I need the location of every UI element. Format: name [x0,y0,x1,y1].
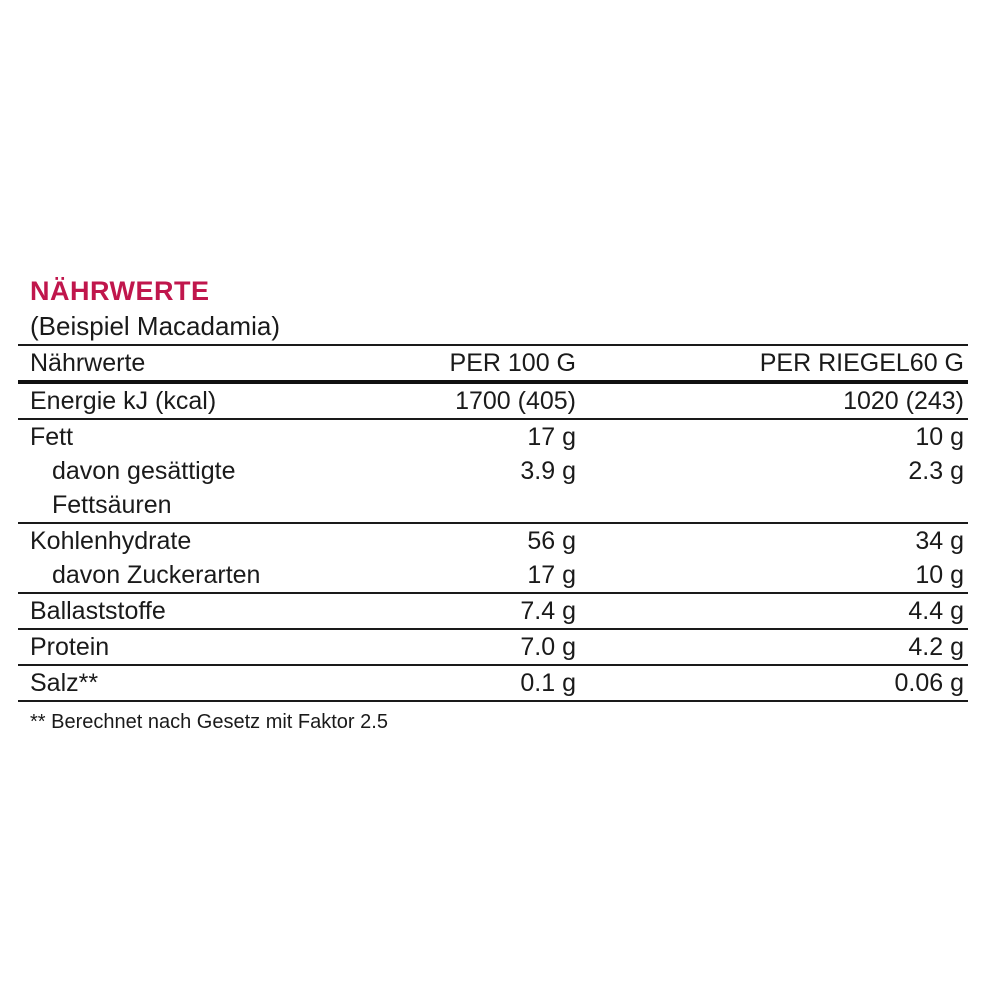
cell-per100: 1700 (405) [418,382,580,420]
cell-label: Protein [18,629,418,666]
cell-riegel: 2.3 g [908,457,964,485]
cell-per100: 3.9 g [520,457,576,485]
table-row: davon gesättigte 3.9 g 2.3 g [18,454,968,488]
cell-riegel: 4.4 g [580,593,968,630]
cell-per100: 0.1 g [418,665,580,702]
table-row: davon Zuckerarten 17 g 10 g [18,558,968,594]
cell-label: Fett [30,423,74,451]
nutrition-facts-section: NÄHRWERTE (Beispiel Macadamia) Nährwerte… [18,277,968,734]
table-row: Protein 7.0 g 4.2 g [18,629,968,666]
column-header-per-riegel: PER RIEGEL60 G [580,344,968,384]
cell-riegel: 0.06 g [580,665,968,702]
cell-per100: 7.4 g [418,593,580,630]
cell-per100: 17 g [527,423,576,451]
cell-per100: 56 g [527,527,576,555]
cell-label: davon Zuckerarten [18,558,418,594]
nutrition-table: Nährwerte PER 100 G PER RIEGEL60 G Energ… [18,344,968,702]
cell-riegel: 1020 (243) [580,382,968,420]
cell-label: Ballaststoffe [18,593,418,630]
section-title: NÄHRWERTE [30,276,210,306]
column-header-per-100g: PER 100 G [418,344,580,384]
cell-label: Fettsäuren [18,488,418,524]
cell-label: davon gesättigte [52,457,236,485]
cell-per100: 17 g [418,558,580,594]
column-header-nutrient: Nährwerte [18,344,418,384]
table-row: Fett 17 g 10 g [18,419,968,454]
cell-label: Kohlenhydrate [30,527,192,555]
footnote: ** Berechnet nach Gesetz mit Faktor 2.5 [30,711,388,733]
cell-per100 [418,488,580,524]
table-header-row: Nährwerte PER 100 G PER RIEGEL60 G [18,344,968,384]
cell-riegel: 4.2 g [580,629,968,666]
table-row: Energie kJ (kcal) 1700 (405) 1020 (243) [18,382,968,420]
table-row: Kohlenhydrate 56 g 34 g [18,523,968,558]
cell-per100: 7.0 g [418,629,580,666]
section-subtitle: (Beispiel Macadamia) [30,311,280,341]
cell-label: Energie kJ (kcal) [18,382,418,420]
cell-riegel: 10 g [915,423,964,451]
cell-label: Salz** [18,665,418,702]
table-row: Salz** 0.1 g 0.06 g [18,665,968,702]
table-row: Ballaststoffe 7.4 g 4.4 g [18,593,968,630]
nutrition-table-body: Energie kJ (kcal) 1700 (405) 1020 (243) Fet… [18,382,968,702]
cell-riegel [580,488,968,524]
table-row: Fettsäuren [18,488,968,524]
cell-riegel: 10 g [580,558,968,594]
cell-riegel: 34 g [915,527,964,555]
